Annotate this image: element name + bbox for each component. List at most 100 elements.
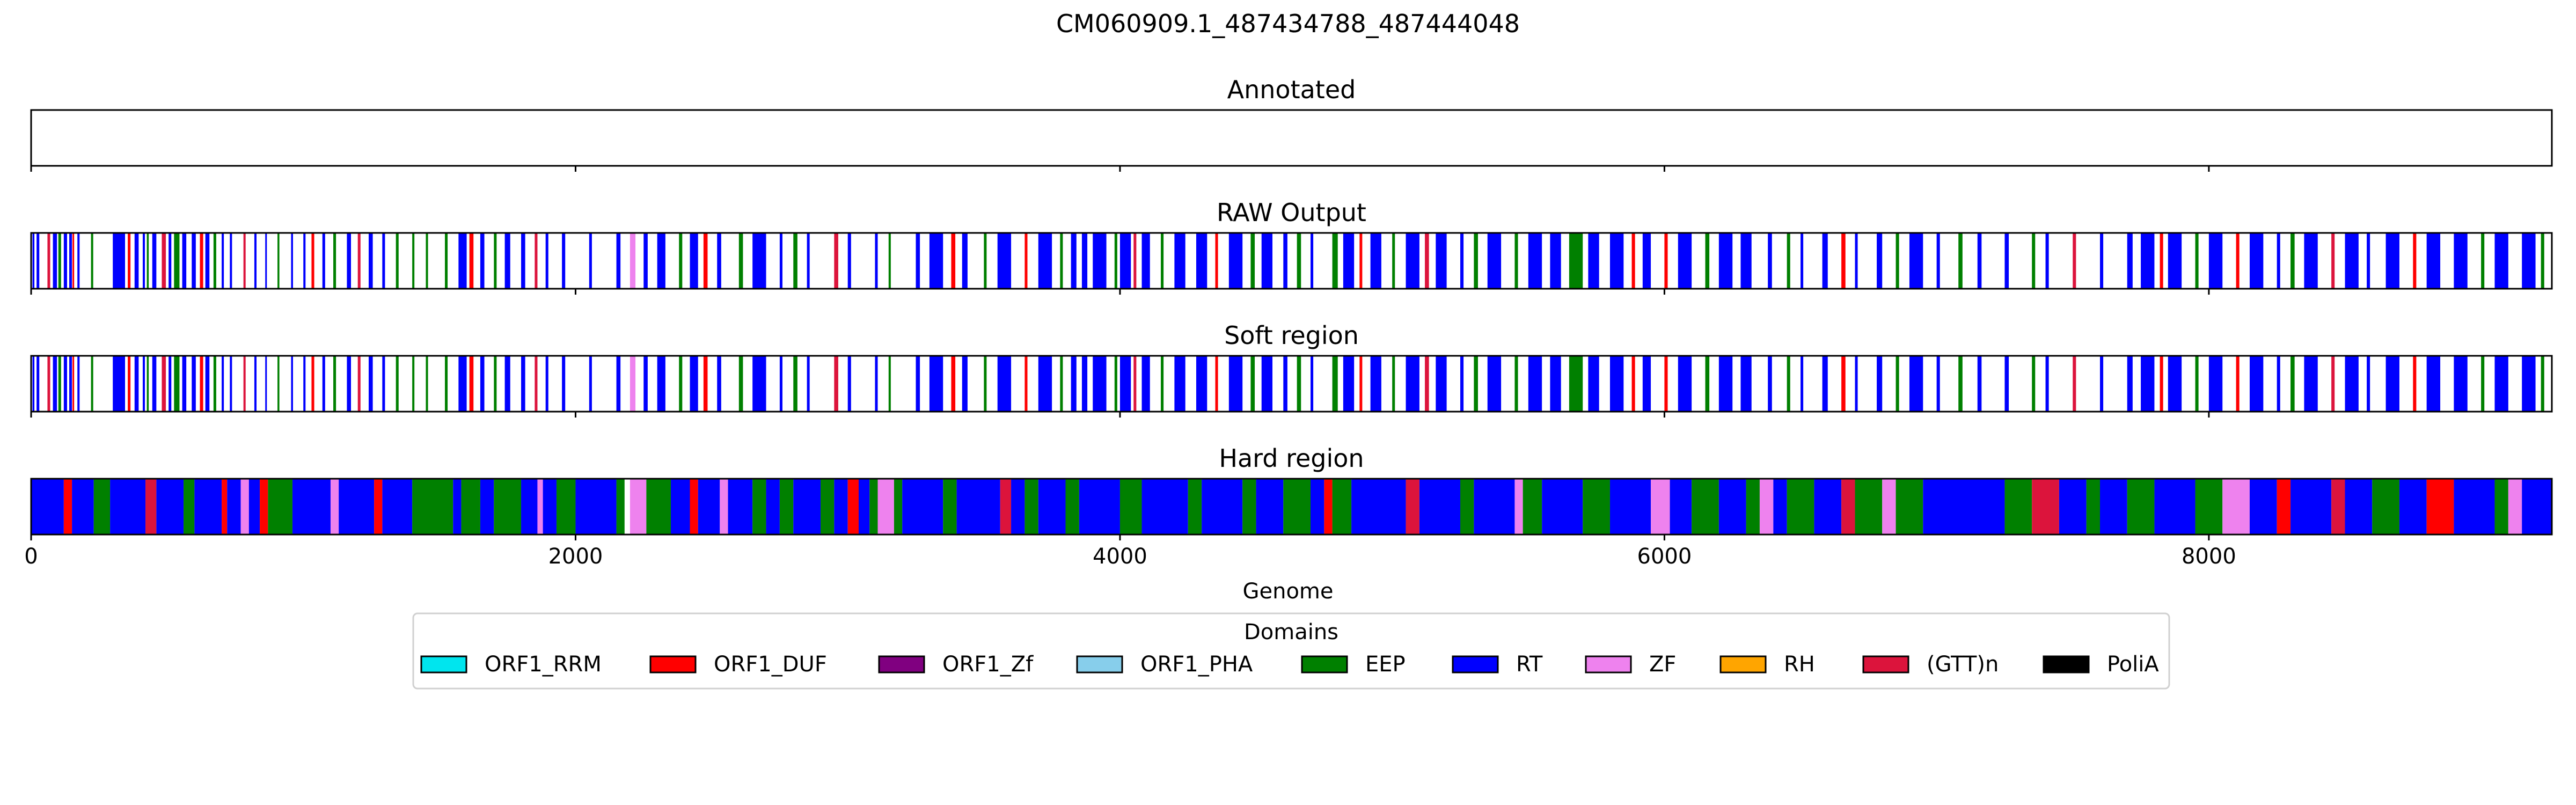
segment-orf1duf: [1215, 233, 1218, 289]
segment-gttn: [1425, 356, 1429, 412]
segment-rt: [31, 479, 64, 535]
segment-eep: [1024, 479, 1038, 535]
segment-orf1duf: [1631, 233, 1635, 289]
segment-rt: [698, 479, 720, 535]
segment-eep: [1060, 233, 1063, 289]
segment-rt: [616, 233, 621, 289]
segment-rt: [113, 233, 125, 289]
segment-eep: [426, 233, 428, 289]
segment-rt: [382, 233, 385, 289]
segment-eep: [894, 479, 903, 535]
segment-rt: [962, 233, 968, 289]
segment-eep: [1514, 356, 1518, 412]
segment-eep: [1297, 356, 1301, 412]
segment-rt: [562, 356, 566, 412]
segment-rt: [192, 233, 196, 289]
segment-orf1duf: [847, 479, 859, 535]
segment-rt: [291, 356, 293, 412]
segment-rt: [36, 356, 40, 412]
segment-eep: [58, 356, 61, 412]
segment-eep: [444, 356, 448, 412]
segment-rt: [322, 233, 325, 289]
segment-rt: [134, 356, 139, 412]
segment-eep: [1332, 233, 1338, 289]
segment-orf1duf: [2277, 479, 2291, 535]
segment-gttn: [1841, 479, 1855, 535]
segment-rt: [875, 233, 878, 289]
segment-eep: [1787, 233, 1790, 289]
segment-orf1duf: [1664, 356, 1668, 412]
segment-zf: [1514, 479, 1523, 535]
x-axis: 0 2000 4000 6000 8000: [24, 544, 2236, 569]
segment-rt: [205, 356, 210, 412]
segment-rt: [134, 233, 139, 289]
segment-rt: [717, 356, 721, 412]
segment-orf1duf: [1664, 233, 1668, 289]
segment-rt: [2004, 233, 2009, 289]
legend-entry: ZF: [1585, 652, 1676, 677]
segment-rt: [1406, 233, 1419, 289]
segment-rt: [1081, 356, 1088, 412]
segment-rt: [779, 233, 782, 289]
segment-rt: [2399, 479, 2427, 535]
segment-gttn: [535, 356, 538, 412]
segment-rt: [1542, 479, 1583, 535]
segment-rt: [847, 233, 851, 289]
segment-zf: [2508, 479, 2522, 535]
segment-rt: [1228, 233, 1243, 289]
segment-eep: [2541, 356, 2544, 412]
segment-rt: [1877, 233, 1883, 289]
segment-orf1duf: [374, 479, 383, 535]
segment-rt: [1196, 233, 1208, 289]
segment-rt: [1909, 233, 1923, 289]
segment-eep: [1569, 233, 1583, 289]
legend-label: ORF1_Zf: [942, 652, 1034, 677]
segment-rt: [2154, 479, 2196, 535]
segment-eep: [93, 479, 111, 535]
segment-eep: [396, 356, 399, 412]
segment-zf: [630, 356, 636, 412]
segment-rt: [480, 479, 494, 535]
legend-swatch: [1862, 655, 1909, 674]
segment-rt: [1311, 479, 1324, 535]
segment-rt: [717, 233, 721, 289]
legend-label: RH: [1784, 652, 1815, 677]
segment-gttn: [834, 233, 838, 289]
segment-rt: [1528, 233, 1542, 289]
segment-rt: [1718, 356, 1733, 412]
panel-frame: [30, 109, 2553, 167]
segment-rt: [2304, 356, 2318, 412]
segment-rt: [1436, 233, 1447, 289]
x-tick-label: 8000: [2182, 544, 2236, 569]
segment-orf1duf: [1359, 356, 1363, 412]
segment-orf1duf: [2426, 479, 2454, 535]
segment-rt: [2127, 356, 2133, 412]
segment-rt: [1487, 233, 1502, 289]
segment-rt: [1487, 356, 1502, 412]
panel-title: Soft region: [1224, 321, 1359, 350]
segment-orf1duf: [311, 233, 314, 289]
segment-rt: [230, 356, 232, 412]
segment-eep: [2290, 233, 2295, 289]
segment-rt: [2045, 356, 2049, 412]
segment-rt: [248, 479, 260, 535]
segment-zf: [330, 479, 339, 535]
segment-eep: [213, 356, 216, 412]
segment-eep: [1514, 233, 1518, 289]
segment-rt: [2454, 233, 2468, 289]
segment-eep: [396, 233, 399, 289]
segment-eep: [2195, 479, 2223, 535]
segment-rt: [997, 233, 1012, 289]
segment-eep: [268, 479, 292, 535]
x-tick-label: 2000: [548, 544, 603, 569]
segment-rt: [72, 479, 94, 535]
segment-eep: [738, 356, 743, 412]
segment-orf1duf: [469, 356, 474, 412]
segment-rt: [1550, 356, 1561, 412]
segment-eep: [1958, 356, 1963, 412]
segment-gttn: [162, 356, 166, 412]
segment-rt: [545, 233, 548, 289]
segment-rt: [2277, 356, 2280, 412]
segment-rt: [1283, 233, 1287, 289]
segment-eep: [556, 479, 576, 535]
